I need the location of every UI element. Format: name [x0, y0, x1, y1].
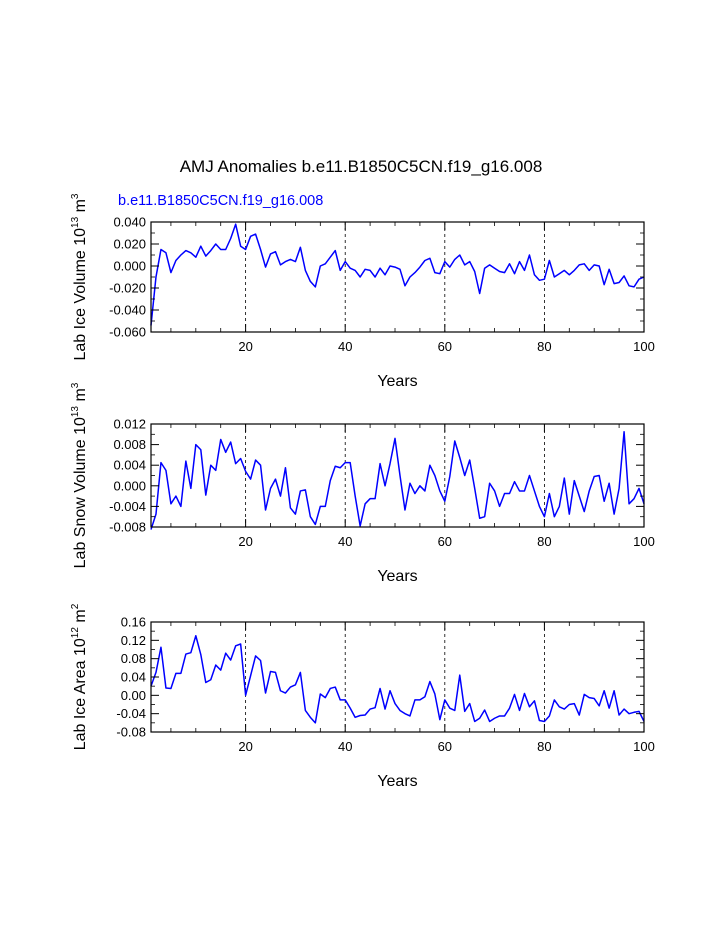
- y-tick-label: -0.060: [109, 325, 146, 340]
- series-line: [150, 430, 645, 530]
- y-tick-label: -0.020: [109, 281, 146, 296]
- y-tick-label: 0.04: [121, 670, 146, 685]
- y-label-superscript: 3: [70, 193, 81, 199]
- x-tick-label: 100: [633, 739, 655, 754]
- y-axis-label: Lab Ice Volume 1013 m3: [70, 193, 89, 360]
- x-tick-label: 40: [338, 339, 352, 354]
- x-tick-label: 60: [438, 339, 452, 354]
- x-tick-label: 80: [537, 534, 551, 549]
- panel-snow-volume: 20 40 60 80 100 -0.008 -0.004 0.000 0.004 0.008 0.…: [70, 382, 655, 585]
- panel-ice-volume: 20 40 60 80 100 -0.060 -0.040 -0.020 0.000 0.020 0…: [70, 193, 655, 390]
- x-tick-label: 20: [238, 339, 252, 354]
- y-label-superscript: 2: [70, 603, 81, 609]
- y-tick-label: -0.008: [109, 520, 146, 535]
- y-label-text: m: [72, 388, 89, 406]
- series-line: [150, 635, 645, 724]
- x-tick-label: 100: [633, 534, 655, 549]
- y-label-text: Lab Ice Area 10: [72, 638, 89, 750]
- x-axis-label: Years: [377, 773, 417, 790]
- y-tick-label: 0.000: [113, 259, 146, 274]
- y-tick-label: 0.020: [113, 237, 146, 252]
- y-tick-label: 0.008: [113, 437, 146, 452]
- x-tick-label: 60: [438, 739, 452, 754]
- y-tick-label: 0.16: [121, 615, 146, 630]
- series-label: b.e11.B1850C5CN.f19_g16.008: [118, 193, 323, 209]
- y-axis-label: Lab Snow Volume 1013 m3: [70, 382, 89, 568]
- y-label-text: m: [72, 609, 89, 627]
- y-tick-label: 0.12: [121, 633, 146, 648]
- y-label-text: Lab Ice Volume 10: [72, 228, 89, 361]
- y-label-text: m: [72, 199, 89, 217]
- plot-frame: [150, 621, 645, 733]
- y-tick-label: 0.000: [113, 478, 146, 493]
- y-tick-label: -0.04: [116, 706, 146, 721]
- y-label-text: Lab Snow Volume 10: [72, 417, 89, 568]
- x-tick-label: 20: [238, 739, 252, 754]
- figure-title: AMJ Anomalies b.e11.B1850C5CN.f19_g16.00…: [180, 157, 543, 176]
- x-tick-label: 40: [338, 534, 352, 549]
- x-tick-label: 40: [338, 739, 352, 754]
- y-label-superscript: 3: [70, 382, 81, 388]
- y-tick-label: 0.004: [113, 458, 146, 473]
- y-tick-label: -0.08: [116, 725, 146, 740]
- y-tick-label: 0.040: [113, 215, 146, 230]
- x-axis-label: Years: [377, 373, 417, 390]
- y-label-superscript: 12: [70, 627, 81, 639]
- y-tick-label: -0.004: [109, 499, 146, 514]
- series-line: [150, 223, 645, 326]
- y-tick-label: -0.040: [109, 303, 146, 318]
- y-tick-label: 0.012: [113, 417, 146, 432]
- panel-ice-area: 20 40 60 80 100 -0.08 -0.04 0.00 0.04 0.08 0.12 0.1…: [70, 603, 655, 790]
- y-axis-label: Lab Ice Area 1012 m2: [70, 603, 89, 750]
- x-tick-label: 60: [438, 534, 452, 549]
- y-tick-label: 0.08: [121, 651, 146, 666]
- x-tick-label: 100: [633, 339, 655, 354]
- x-tick-label: 20: [238, 534, 252, 549]
- x-tick-label: 80: [537, 739, 551, 754]
- x-axis-label: Years: [377, 568, 417, 585]
- plot-frame: [150, 221, 645, 333]
- y-label-superscript: 13: [70, 406, 81, 418]
- y-label-superscript: 13: [70, 216, 81, 228]
- x-tick-label: 80: [537, 339, 551, 354]
- y-tick-label: 0.00: [121, 688, 146, 703]
